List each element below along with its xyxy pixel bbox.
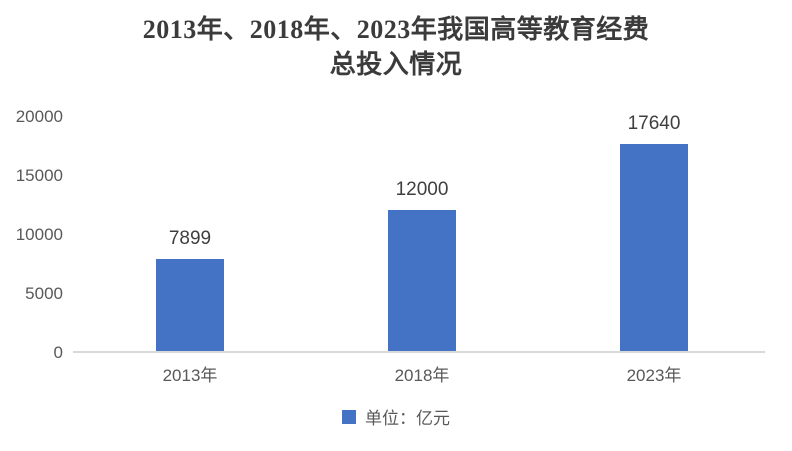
legend-label: 单位：亿元	[365, 409, 450, 428]
bar-2023	[620, 144, 688, 352]
bar-value-label-2013: 7899	[168, 228, 212, 249]
chart-legend: 单位：亿元	[0, 404, 792, 429]
x-axis-label-2023: 2023年	[626, 366, 682, 385]
y-axis-tick-0: 0	[53, 343, 63, 362]
x-axis-label-2018: 2018年	[394, 366, 450, 385]
y-axis-tick-20000: 20000	[15, 107, 63, 126]
bar-value-label-2023: 17640	[627, 113, 681, 134]
bar-value-label-2018: 12000	[395, 179, 449, 200]
legend-swatch-icon	[342, 409, 356, 424]
chart-title-line-1: 2013年、2018年、2023年我国高等教育经费	[142, 15, 650, 44]
bar-2018	[388, 210, 456, 352]
x-axis-line	[73, 351, 765, 353]
y-axis-tick-15000: 15000	[15, 166, 63, 185]
chart-title: 2013年、2018年、2023年我国高等教育经费 总投入情况	[0, 12, 792, 82]
bar-2013	[156, 259, 224, 352]
y-axis-tick-5000: 5000	[25, 284, 63, 303]
chart-title-line-2: 总投入情况	[329, 50, 463, 79]
y-axis-tick-10000: 10000	[15, 225, 63, 244]
x-axis-label-2013: 2013年	[162, 366, 218, 385]
